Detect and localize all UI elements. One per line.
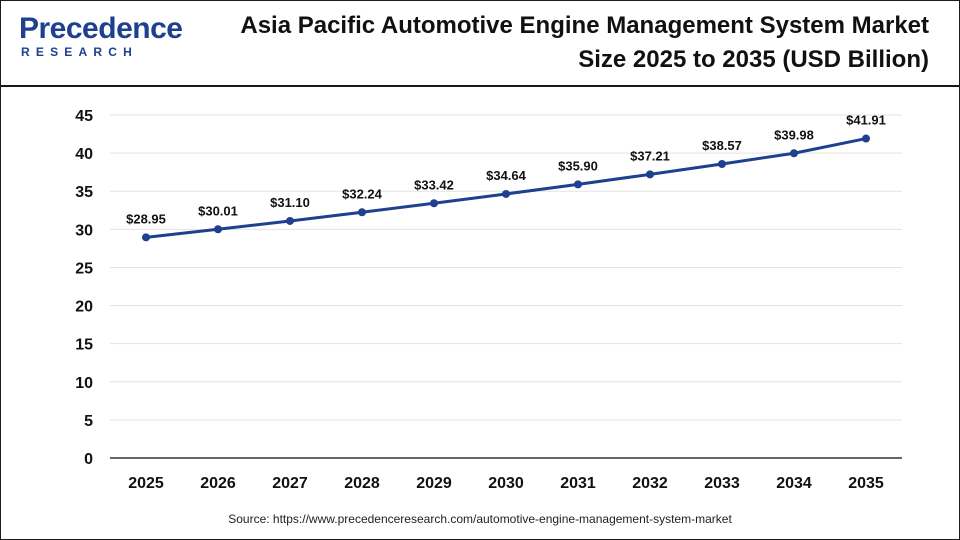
logo-subtitle: RESEARCH bbox=[21, 45, 138, 59]
data-point bbox=[358, 208, 366, 217]
data-label: $30.01 bbox=[198, 203, 238, 218]
x-tick-label: 2025 bbox=[128, 475, 164, 492]
x-tick-label: 2028 bbox=[344, 475, 380, 492]
data-point bbox=[430, 199, 438, 208]
data-point bbox=[646, 170, 654, 179]
y-tick-label: 30 bbox=[75, 222, 93, 239]
data-point bbox=[718, 160, 726, 169]
x-tick-label: 2034 bbox=[776, 475, 812, 492]
x-tick-label: 2033 bbox=[704, 475, 740, 492]
y-tick-label: 20 bbox=[75, 299, 93, 316]
data-label: $32.24 bbox=[342, 186, 383, 201]
header: Precedence RESEARCH Asia Pacific Automot… bbox=[1, 1, 959, 87]
data-point bbox=[574, 180, 582, 189]
y-tick-label: 15 bbox=[75, 337, 93, 354]
data-label: $33.42 bbox=[414, 177, 454, 192]
data-label: $28.95 bbox=[126, 211, 166, 226]
data-point bbox=[502, 189, 510, 198]
x-tick-label: 2027 bbox=[272, 475, 308, 492]
data-label: $41.91 bbox=[846, 113, 886, 128]
data-label: $39.98 bbox=[774, 127, 814, 142]
y-tick-label: 10 bbox=[75, 375, 93, 392]
source-note: Source: https://www.precedenceresearch.c… bbox=[228, 512, 732, 526]
data-label: $37.21 bbox=[630, 148, 670, 163]
chart-title: Asia Pacific Automotive Engine Managemen… bbox=[240, 12, 929, 73]
data-point bbox=[142, 233, 150, 242]
x-tick-label: 2031 bbox=[560, 475, 596, 492]
y-tick-label: 40 bbox=[75, 146, 93, 163]
x-tick-label: 2029 bbox=[416, 475, 452, 492]
x-tick-label: 2035 bbox=[848, 475, 884, 492]
y-tick-label: 25 bbox=[75, 260, 93, 277]
data-point bbox=[790, 149, 798, 158]
x-tick-label: 2030 bbox=[488, 475, 524, 492]
logo-wordmark: Precedence bbox=[19, 12, 183, 45]
x-tick-label: 2032 bbox=[632, 475, 668, 492]
y-tick-label: 35 bbox=[75, 184, 93, 201]
y-tick-label: 0 bbox=[84, 451, 93, 468]
data-label: $35.90 bbox=[558, 158, 598, 173]
y-tick-label: 5 bbox=[84, 413, 93, 430]
y-tick-label: 45 bbox=[75, 108, 93, 125]
data-point bbox=[286, 216, 294, 225]
logo: Precedence RESEARCH bbox=[19, 12, 183, 69]
data-label: $34.64 bbox=[486, 168, 527, 183]
data-label: $31.10 bbox=[270, 195, 310, 210]
data-point bbox=[862, 134, 870, 143]
data-point bbox=[214, 225, 222, 234]
data-label: $38.57 bbox=[702, 138, 742, 153]
x-tick-label: 2026 bbox=[200, 475, 236, 492]
